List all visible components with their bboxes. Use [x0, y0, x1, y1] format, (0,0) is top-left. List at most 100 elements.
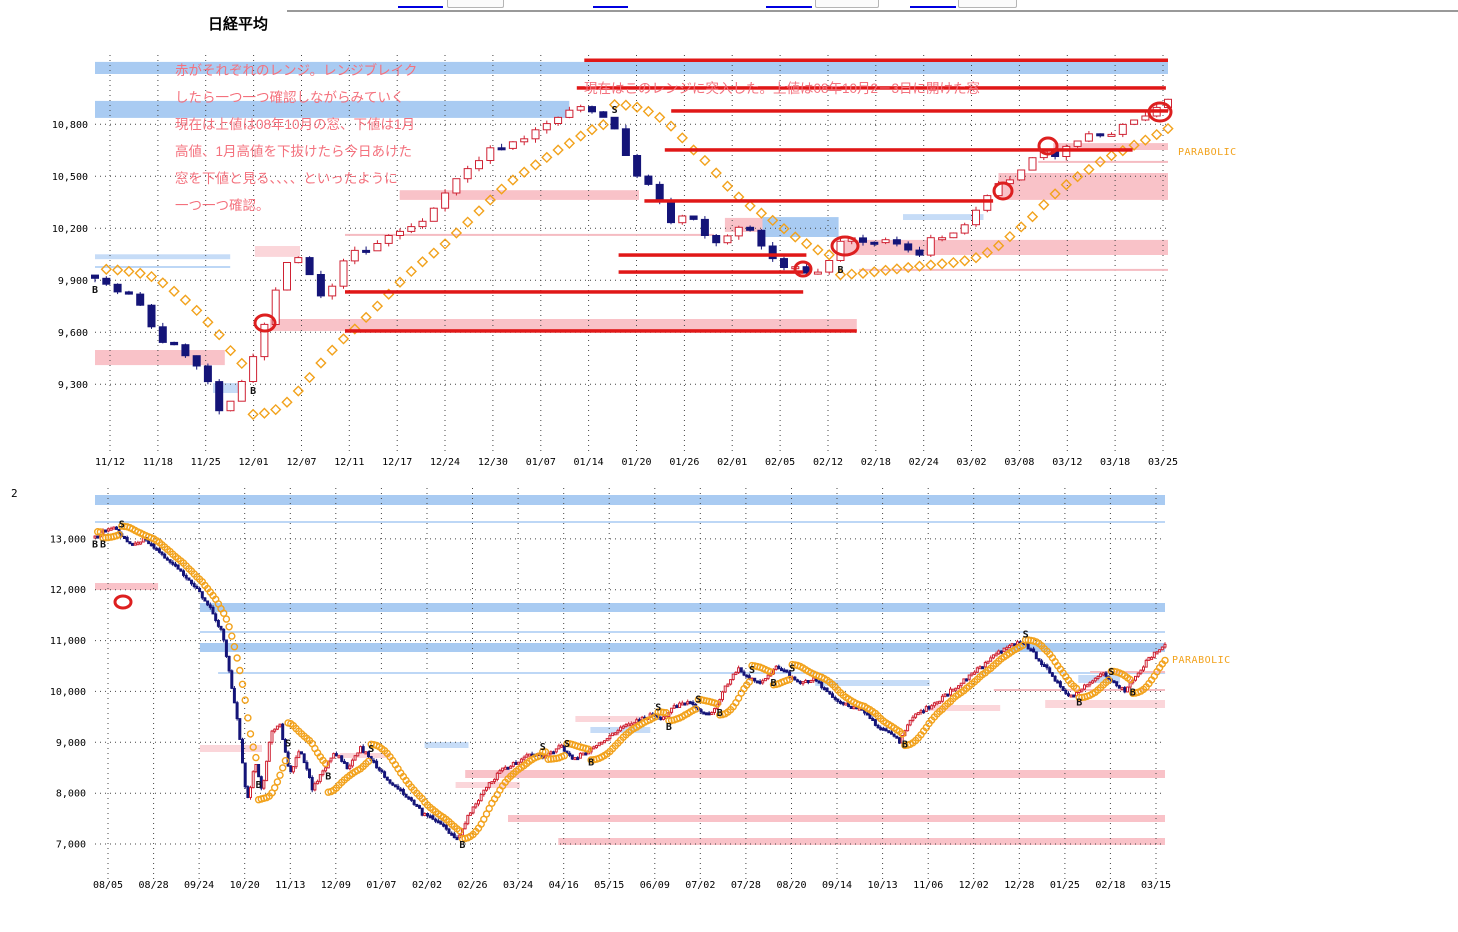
svg-text:12/17: 12/17 [382, 457, 412, 468]
svg-text:9,300: 9,300 [58, 380, 88, 391]
cut-off-link[interactable] [766, 0, 812, 8]
svg-text:10,000: 10,000 [50, 687, 86, 698]
page-title: 日経平均 [208, 16, 269, 33]
svg-text:03/24: 03/24 [503, 880, 533, 891]
svg-text:11/06: 11/06 [913, 880, 943, 891]
svg-text:B: B [459, 840, 465, 851]
svg-text:01/20: 01/20 [621, 457, 651, 468]
svg-text:10/13: 10/13 [868, 880, 898, 891]
svg-text:S: S [1023, 630, 1029, 641]
svg-text:07/28: 07/28 [731, 880, 761, 891]
svg-text:B: B [92, 540, 98, 551]
annotation-line: 一つ一つ確認。 [175, 198, 270, 213]
svg-text:B: B [588, 757, 594, 768]
svg-text:10,800: 10,800 [52, 120, 88, 131]
svg-text:B: B [666, 722, 672, 733]
svg-text:01/26: 01/26 [669, 457, 699, 468]
svg-text:05/15: 05/15 [594, 880, 624, 891]
svg-text:09/24: 09/24 [184, 880, 214, 891]
cut-off-input[interactable] [447, 0, 504, 8]
svg-text:S: S [564, 739, 570, 750]
svg-text:01/14: 01/14 [574, 457, 604, 468]
svg-text:B: B [838, 265, 844, 276]
svg-text:S: S [1108, 667, 1114, 678]
svg-text:S: S [695, 695, 701, 706]
svg-text:02/05: 02/05 [765, 457, 795, 468]
svg-text:13,000: 13,000 [50, 534, 86, 545]
svg-text:10/20: 10/20 [230, 880, 260, 891]
svg-text:9,600: 9,600 [58, 328, 88, 339]
cut-off-input[interactable] [815, 0, 879, 8]
svg-text:12/24: 12/24 [430, 457, 460, 468]
divider [287, 10, 1458, 12]
chart-annotation-block: 赤がそれぞれのレンジ。レンジブレイク したら一つ一つ確認しながらみていく 現在は… [175, 57, 417, 219]
svg-text:B: B [771, 678, 777, 689]
svg-text:02/26: 02/26 [457, 880, 487, 891]
svg-text:02/18: 02/18 [1095, 880, 1125, 891]
svg-text:S: S [655, 702, 661, 713]
annotation-line: 現在は上値は08年10月の窓、下値は1月 [175, 117, 416, 132]
svg-text:03/12: 03/12 [1052, 457, 1082, 468]
cut-off-link[interactable] [593, 0, 628, 8]
chart2-index-label: 2 [11, 487, 18, 500]
svg-text:S: S [540, 742, 546, 753]
svg-text:10,200: 10,200 [52, 224, 88, 235]
svg-text:12,000: 12,000 [50, 585, 86, 596]
svg-text:12/30: 12/30 [478, 457, 508, 468]
svg-text:02/24: 02/24 [909, 457, 939, 468]
svg-text:8,000: 8,000 [56, 789, 86, 800]
svg-text:11/25: 11/25 [191, 457, 221, 468]
svg-text:01/25: 01/25 [1050, 880, 1080, 891]
svg-text:9,900: 9,900 [58, 276, 88, 287]
svg-text:B: B [717, 708, 723, 719]
svg-text:03/08: 03/08 [1004, 457, 1034, 468]
svg-text:9,000: 9,000 [56, 738, 86, 749]
svg-text:B: B [902, 739, 908, 750]
cut-off-link[interactable] [398, 0, 443, 8]
svg-text:12/28: 12/28 [1004, 880, 1034, 891]
svg-text:S: S [368, 744, 374, 755]
svg-text:02/02: 02/02 [412, 880, 442, 891]
range-annotation: 現在はこのレンジに突入した。上値は08年10月2－3日に開けた窓 [584, 81, 981, 96]
svg-text:01/07: 01/07 [526, 457, 556, 468]
cut-off-input[interactable] [958, 0, 1017, 8]
svg-text:7,000: 7,000 [56, 840, 86, 851]
svg-text:S: S [749, 665, 755, 676]
svg-text:B: B [325, 771, 331, 782]
annotation-line: したら一つ一つ確認しながらみていく [175, 90, 405, 105]
parabolic-label-daily: PARABOLIC [1178, 147, 1237, 158]
svg-text:S: S [285, 739, 291, 750]
svg-text:10,500: 10,500 [52, 172, 88, 183]
annotation-line: 赤がそれぞれのレンジ。レンジブレイク [175, 63, 418, 78]
svg-text:11/18: 11/18 [143, 457, 173, 468]
svg-text:12/09: 12/09 [321, 880, 351, 891]
svg-text:S: S [612, 105, 618, 116]
svg-text:03/15: 03/15 [1141, 880, 1171, 891]
svg-text:02/12: 02/12 [813, 457, 843, 468]
svg-text:11,000: 11,000 [50, 636, 86, 647]
cut-off-link[interactable] [910, 0, 956, 8]
svg-text:B: B [1076, 697, 1082, 708]
svg-text:02/01: 02/01 [717, 457, 747, 468]
svg-text:11/13: 11/13 [275, 880, 305, 891]
svg-text:08/20: 08/20 [776, 880, 806, 891]
svg-text:12/07: 12/07 [286, 457, 316, 468]
svg-text:08/28: 08/28 [139, 880, 169, 891]
svg-text:12/01: 12/01 [239, 457, 269, 468]
svg-text:07/02: 07/02 [685, 880, 715, 891]
svg-text:B: B [250, 386, 256, 397]
svg-text:B: B [1130, 688, 1136, 699]
svg-text:01/07: 01/07 [366, 880, 396, 891]
svg-text:09/14: 09/14 [822, 880, 852, 891]
svg-text:12/11: 12/11 [334, 457, 364, 468]
svg-text:S: S [119, 520, 125, 531]
svg-text:B: B [92, 285, 98, 296]
svg-text:B: B [256, 780, 262, 791]
svg-text:B: B [100, 540, 106, 551]
parabolic-label-longterm: PARABOLIC [1172, 655, 1231, 666]
svg-text:02/18: 02/18 [861, 457, 891, 468]
svg-text:12/02: 12/02 [959, 880, 989, 891]
annotation-line: 窓を下値と見る、、、、といったように [175, 171, 398, 186]
svg-text:04/16: 04/16 [549, 880, 579, 891]
